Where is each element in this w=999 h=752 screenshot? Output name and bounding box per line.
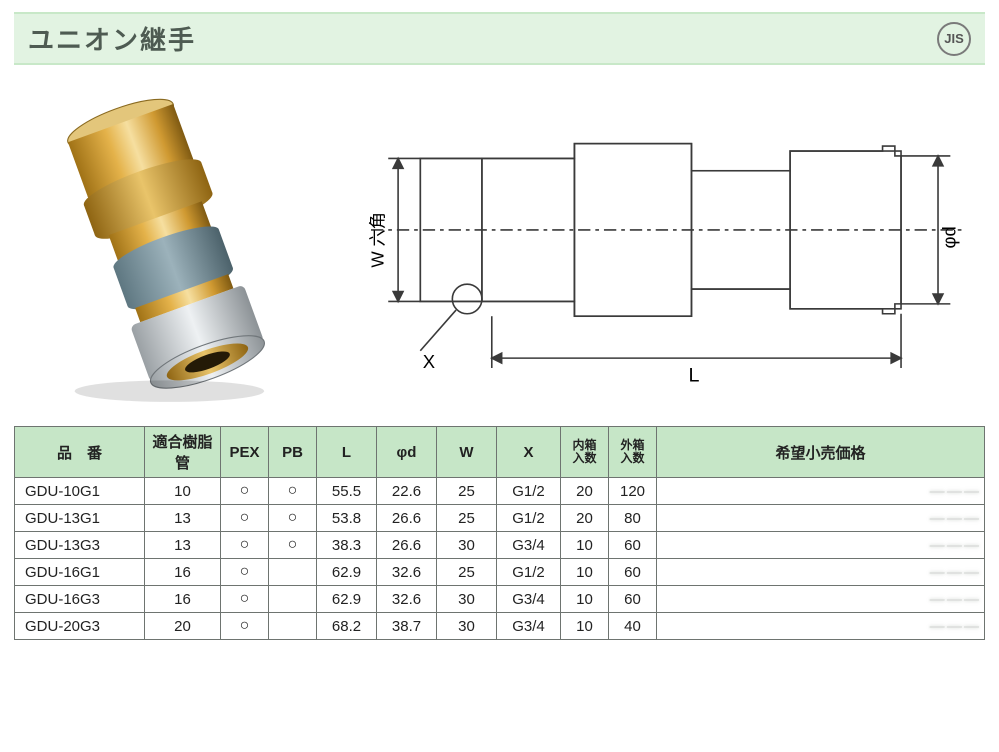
cell-pex: ○ <box>221 505 269 532</box>
cell-price: — — — <box>657 505 985 532</box>
cell-L: 38.3 <box>317 532 377 559</box>
table-row: GDU-16G116○ 62.932.625G1/21060— — — <box>15 559 985 586</box>
cell-pipe: 20 <box>145 613 221 640</box>
hdr-X: X <box>497 427 561 478</box>
cell-price: — — — <box>657 559 985 586</box>
cell-L: 62.9 <box>317 559 377 586</box>
cell-pb: ○ <box>269 532 317 559</box>
cell-price: — — — <box>657 586 985 613</box>
cell-outer: 40 <box>609 613 657 640</box>
cell-inner: 10 <box>561 559 609 586</box>
cell-part: GDU-13G3 <box>15 532 145 559</box>
hdr-inner: 内箱入数 <box>561 427 609 478</box>
table-row: GDU-20G320○ 68.238.730G3/41040— — — <box>15 613 985 640</box>
cell-X: G3/4 <box>497 532 561 559</box>
diagram-label-L: L <box>688 365 699 387</box>
cell-pipe: 13 <box>145 532 221 559</box>
cell-part: GDU-16G3 <box>15 586 145 613</box>
hdr-pex: PEX <box>221 427 269 478</box>
cell-pipe: 16 <box>145 586 221 613</box>
cell-part: GDU-13G1 <box>15 505 145 532</box>
hdr-price: 希望小売価格 <box>657 427 985 478</box>
table-row: GDU-13G113○○53.826.625G1/22080— — — <box>15 505 985 532</box>
cell-price: — — — <box>657 532 985 559</box>
cell-outer: 60 <box>609 559 657 586</box>
cell-pex: ○ <box>221 613 269 640</box>
cell-pex: ○ <box>221 559 269 586</box>
hdr-pipe: 適合樹脂管 <box>145 427 221 478</box>
cell-phi: 32.6 <box>377 586 437 613</box>
diagram-label-W: W 六角 <box>367 212 387 268</box>
hdr-part: 品 番 <box>15 427 145 478</box>
spec-table: 品 番 適合樹脂管 PEX PB L φd W X 内箱入数 外箱入数 希望小売… <box>14 426 985 640</box>
cell-inner: 10 <box>561 532 609 559</box>
hdr-outer: 外箱入数 <box>609 427 657 478</box>
hdr-phi: φd <box>377 427 437 478</box>
cell-price: — — — <box>657 613 985 640</box>
cell-phi: 38.7 <box>377 613 437 640</box>
cell-outer: 60 <box>609 586 657 613</box>
diagram-label-X: X <box>423 351 435 372</box>
cell-pex: ○ <box>221 532 269 559</box>
cell-pipe: 13 <box>145 505 221 532</box>
cell-L: 68.2 <box>317 613 377 640</box>
product-photo <box>24 81 304 404</box>
dimension-diagram: W 六角 X L φd <box>334 82 975 403</box>
cell-phi: 26.6 <box>377 532 437 559</box>
table-row: GDU-13G313○○38.326.630G3/41060— — — <box>15 532 985 559</box>
cell-L: 55.5 <box>317 478 377 505</box>
cell-pex: ○ <box>221 586 269 613</box>
cell-pb <box>269 559 317 586</box>
cell-L: 62.9 <box>317 586 377 613</box>
table-row: GDU-10G110○○55.522.625G1/220120— — — <box>15 478 985 505</box>
figure-row: W 六角 X L φd <box>24 81 975 404</box>
cell-pipe: 16 <box>145 559 221 586</box>
cell-X: G3/4 <box>497 613 561 640</box>
hdr-W: W <box>437 427 497 478</box>
cell-price: — — — <box>657 478 985 505</box>
cell-W: 25 <box>437 505 497 532</box>
cell-X: G1/2 <box>497 478 561 505</box>
diagram-label-phi: φd <box>938 226 959 248</box>
jis-badge-icon: JIS <box>937 22 971 56</box>
cell-inner: 10 <box>561 613 609 640</box>
cell-W: 30 <box>437 613 497 640</box>
cell-pex: ○ <box>221 478 269 505</box>
cell-outer: 80 <box>609 505 657 532</box>
cell-W: 30 <box>437 532 497 559</box>
cell-W: 25 <box>437 559 497 586</box>
table-header-row: 品 番 適合樹脂管 PEX PB L φd W X 内箱入数 外箱入数 希望小売… <box>15 427 985 478</box>
cell-L: 53.8 <box>317 505 377 532</box>
cell-pb <box>269 613 317 640</box>
cell-part: GDU-10G1 <box>15 478 145 505</box>
cell-inner: 10 <box>561 586 609 613</box>
cell-pb: ○ <box>269 505 317 532</box>
cell-phi: 32.6 <box>377 559 437 586</box>
cell-X: G3/4 <box>497 586 561 613</box>
cell-part: GDU-16G1 <box>15 559 145 586</box>
cell-pb <box>269 586 317 613</box>
cell-inner: 20 <box>561 505 609 532</box>
cell-X: G1/2 <box>497 559 561 586</box>
table-row: GDU-16G316○ 62.932.630G3/41060— — — <box>15 586 985 613</box>
cell-outer: 60 <box>609 532 657 559</box>
page-title: ユニオン継手 <box>28 20 196 57</box>
hdr-pb: PB <box>269 427 317 478</box>
cell-pipe: 10 <box>145 478 221 505</box>
cell-outer: 120 <box>609 478 657 505</box>
cell-X: G1/2 <box>497 505 561 532</box>
cell-phi: 22.6 <box>377 478 437 505</box>
cell-W: 25 <box>437 478 497 505</box>
cell-W: 30 <box>437 586 497 613</box>
cell-inner: 20 <box>561 478 609 505</box>
hdr-L: L <box>317 427 377 478</box>
cell-part: GDU-20G3 <box>15 613 145 640</box>
cell-pb: ○ <box>269 478 317 505</box>
cell-phi: 26.6 <box>377 505 437 532</box>
title-bar: ユニオン継手 JIS <box>14 12 985 65</box>
